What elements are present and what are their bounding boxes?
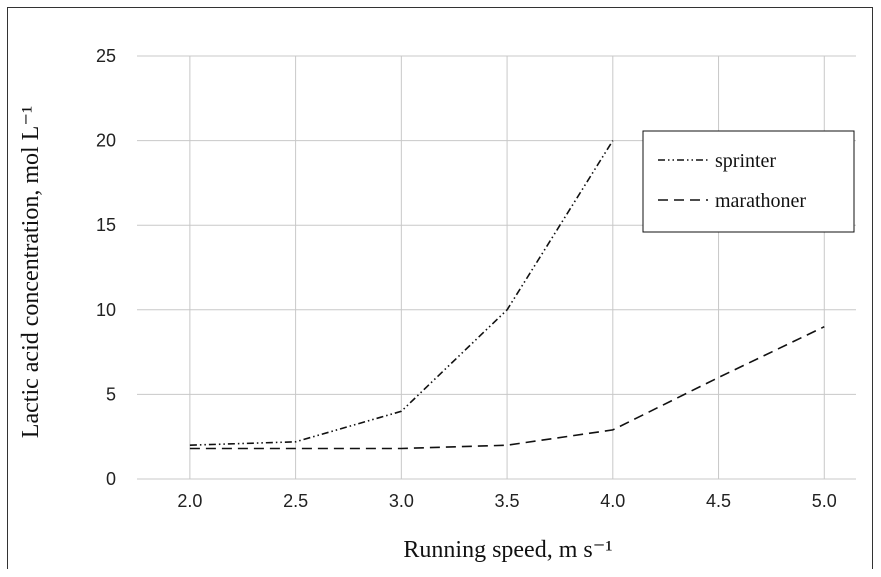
series-lines bbox=[189, 140, 825, 450]
y-tick-label: 20 bbox=[96, 131, 116, 151]
series-line-sprinter bbox=[189, 140, 614, 446]
x-tick-label: 2.0 bbox=[177, 491, 202, 511]
legend-label-sprinter: sprinter bbox=[715, 150, 776, 172]
legend-label-marathoner: marathoner bbox=[715, 190, 806, 212]
chart-frame bbox=[7, 7, 873, 569]
x-tick-label: 4.5 bbox=[706, 491, 731, 511]
legend: sprinter marathoner bbox=[642, 130, 855, 233]
y-tick-labels: 0 5 10 15 20 25 bbox=[96, 46, 116, 489]
y-tick-label: 10 bbox=[96, 300, 116, 320]
y-axis-label: Lactic acid concentration, mol L⁻¹ bbox=[18, 106, 44, 438]
legend-box bbox=[642, 130, 855, 233]
y-tick-label: 25 bbox=[96, 46, 116, 66]
x-tick-labels: 2.0 2.5 3.0 3.5 4.0 4.5 5.0 bbox=[177, 491, 836, 511]
x-tick-label: 3.5 bbox=[495, 491, 520, 511]
y-tick-label: 0 bbox=[106, 469, 116, 489]
y-tick-label: 5 bbox=[106, 384, 116, 404]
grid-lines bbox=[137, 55, 856, 480]
x-axis-label: Running speed, m s⁻¹ bbox=[403, 537, 612, 563]
x-tick-label: 5.0 bbox=[812, 491, 837, 511]
x-tick-label: 2.5 bbox=[283, 491, 308, 511]
x-tick-label: 3.0 bbox=[389, 491, 414, 511]
series-line-marathoner bbox=[189, 325, 825, 450]
y-tick-label: 15 bbox=[96, 215, 116, 235]
x-tick-label: 4.0 bbox=[600, 491, 625, 511]
